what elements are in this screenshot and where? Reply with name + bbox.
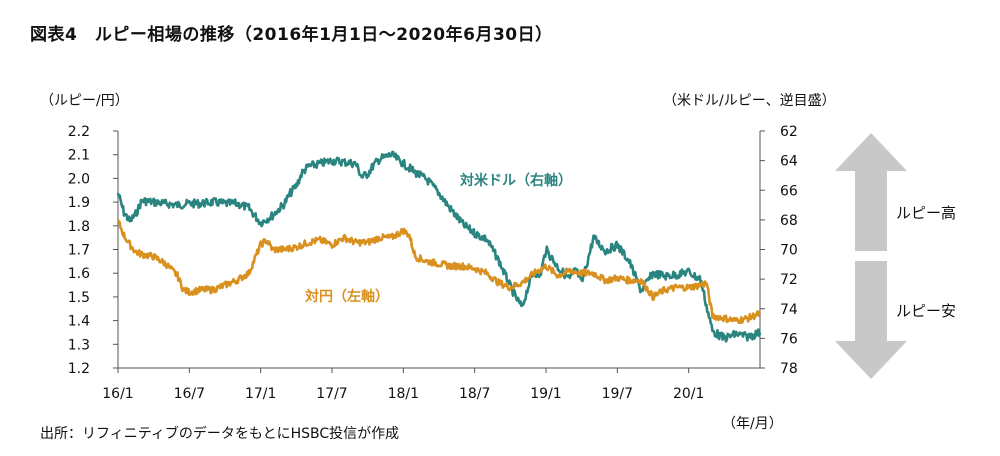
left-tick-label: 1.4 — [68, 314, 90, 330]
left-tick-label: 1.8 — [68, 219, 90, 235]
x-tick-label: 19/1 — [530, 386, 561, 402]
usd-series-label: 対米ドル（右軸） — [459, 172, 572, 189]
right-tick-label: 72 — [780, 272, 798, 288]
left-tick-label: 1.6 — [68, 266, 90, 282]
right-axis-unit: （米ドル/ルピー、逆目盛） — [663, 93, 836, 109]
x-tick-label: 16/1 — [102, 386, 133, 402]
usd-series-line — [116, 150, 762, 343]
x-axis-unit: （年/月） — [722, 416, 783, 432]
right-tick-label: 78 — [780, 361, 798, 377]
x-tick-label: 17/1 — [245, 386, 276, 402]
chart-title: 図表4 ルピー相場の推移（2016年1月1日～2020年6月30日） — [30, 25, 553, 45]
right-tick-label: 64 — [780, 154, 798, 170]
right-tick-label: 62 — [780, 124, 798, 140]
left-tick-label: 2.2 — [68, 124, 90, 140]
left-tick-label: 1.2 — [68, 361, 90, 377]
x-tick-label: 17/7 — [316, 386, 347, 402]
direction-arrows — [835, 133, 907, 379]
right-tick-label: 76 — [780, 331, 798, 347]
left-tick-label: 2.1 — [68, 148, 90, 164]
right-tick-label: 70 — [780, 243, 798, 259]
x-tick-label: 20/1 — [673, 386, 704, 402]
left-tick-label: 1.3 — [68, 337, 90, 353]
right-tick-label: 68 — [780, 213, 798, 229]
rupee-strong-label: ルピー高 — [896, 204, 957, 222]
x-tick-label: 18/1 — [388, 386, 419, 402]
x-tick-label: 18/7 — [459, 386, 490, 402]
left-tick-label: 1.5 — [68, 290, 90, 306]
left-tick-label: 1.9 — [68, 195, 90, 211]
up-arrow-icon — [835, 133, 907, 251]
right-tick-label: 74 — [780, 302, 798, 318]
jpy-series-line — [116, 219, 762, 325]
left-tick-label: 2.0 — [68, 171, 90, 187]
left-axis-unit: （ルピー/円） — [40, 93, 129, 109]
source-note: 出所：リフィニティブのデータをもとにHSBC投信が作成 — [40, 426, 400, 442]
down-arrow-icon — [835, 261, 907, 379]
right-tick-label: 66 — [780, 183, 798, 199]
x-tick-label: 19/7 — [602, 386, 633, 402]
left-tick-label: 1.7 — [68, 243, 90, 259]
x-tick-label: 16/7 — [174, 386, 205, 402]
jpy-series-label: 対円（左軸） — [304, 288, 389, 305]
rupee-weak-label: ルピー安 — [896, 302, 957, 320]
